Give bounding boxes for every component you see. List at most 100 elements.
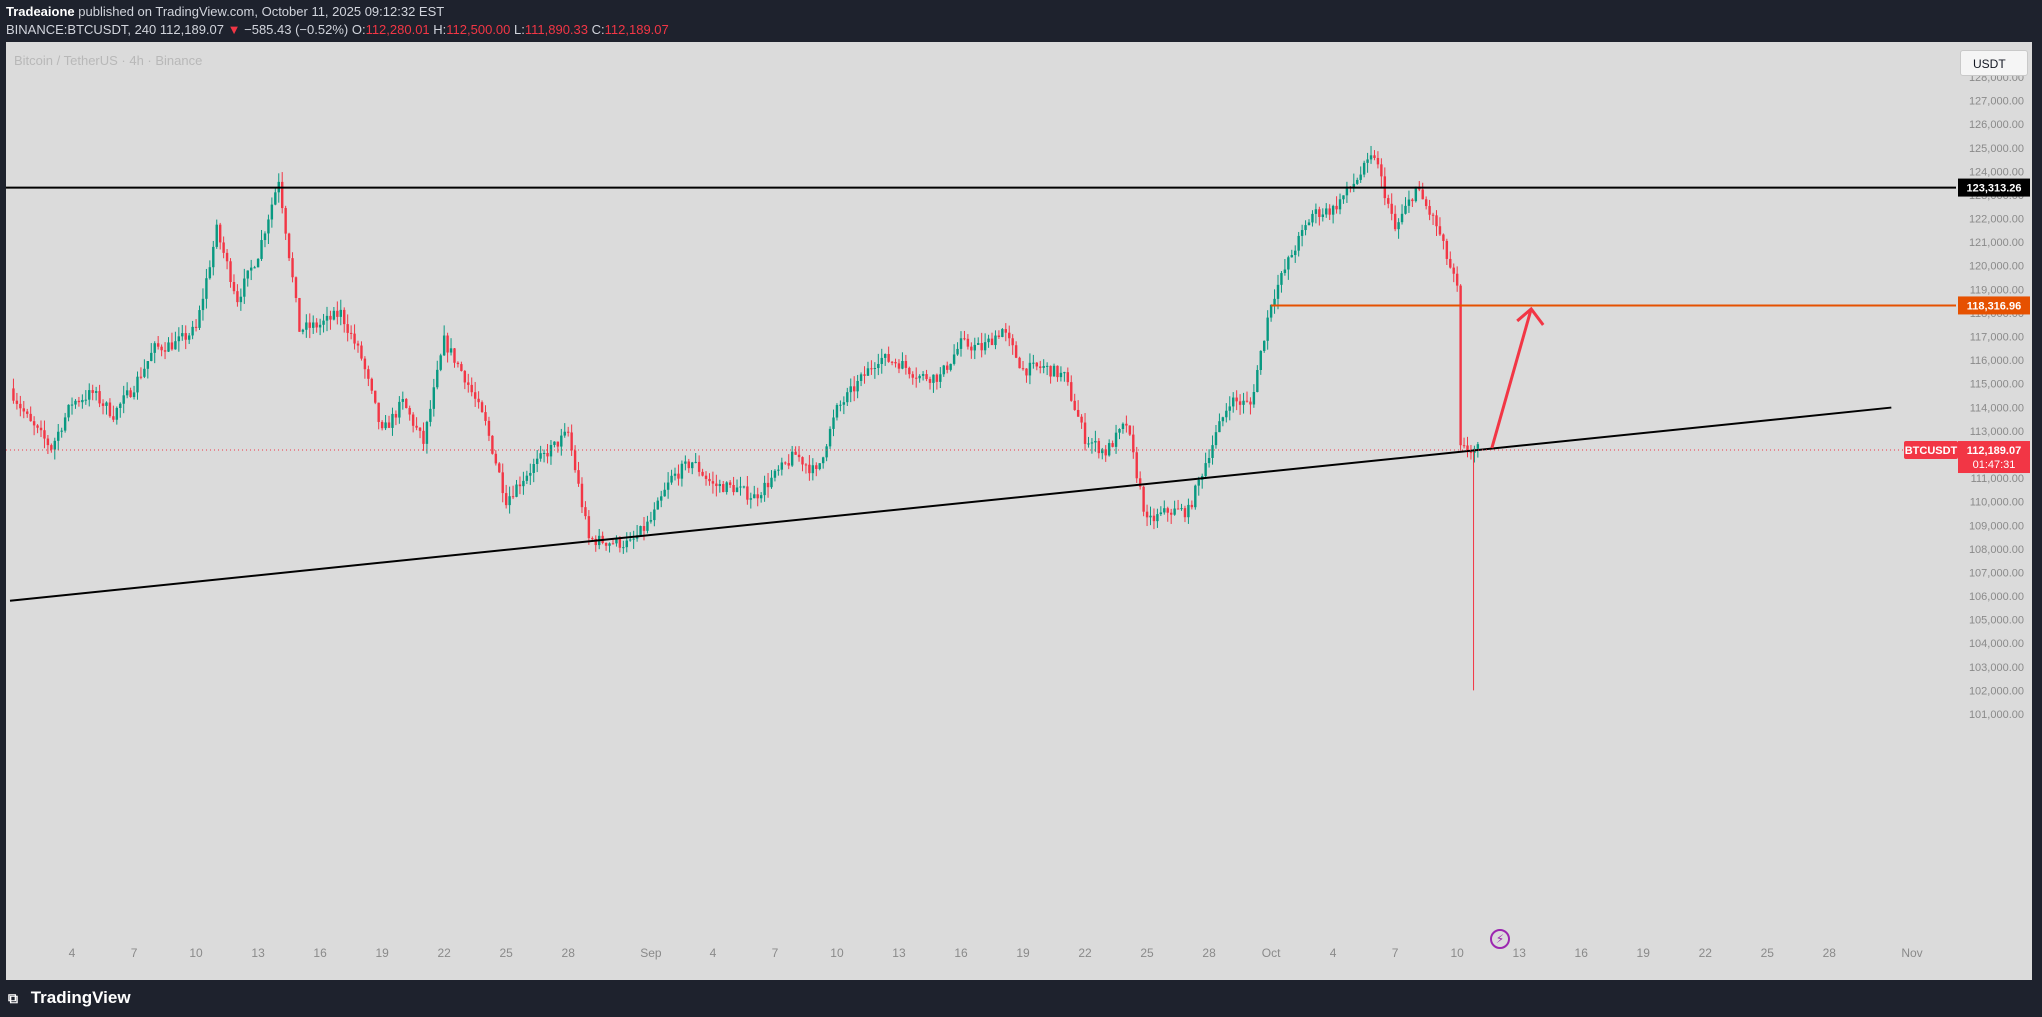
symbol-label[interactable]: BINANCE:BTCUSDT, 240 (6, 22, 157, 37)
candle-body (701, 471, 704, 476)
candle-body (88, 390, 91, 400)
candle-body (215, 224, 218, 247)
x-tick-label: 13 (1513, 946, 1527, 960)
candle-body (480, 402, 484, 413)
x-tick-label: 19 (375, 946, 389, 960)
author-name[interactable]: Tradeaione (6, 4, 75, 19)
candle-body (274, 192, 277, 205)
lightning-icon[interactable]: ⚡ (1490, 929, 1510, 949)
candle-body (777, 469, 780, 471)
candle-body (1183, 508, 1187, 518)
candle-body (577, 470, 580, 484)
candle-body (573, 450, 577, 471)
candle-body (108, 402, 112, 417)
candle-body (1424, 199, 1428, 207)
y-tick-label: 117,000.00 (1970, 332, 2024, 344)
candle-body (856, 380, 859, 392)
candle-body (994, 335, 997, 346)
candle-body (1369, 155, 1373, 160)
last-price: 112,189.07 (159, 22, 224, 37)
footer: ⧉ TradingView (0, 980, 2042, 1017)
tv-logo-icon: ⧉ (8, 990, 18, 1006)
x-tick-label: 19 (1637, 946, 1651, 960)
candle-body (832, 417, 835, 429)
candle-body (370, 378, 373, 391)
candle-body (1300, 230, 1304, 236)
chart-canvas[interactable]: 101,000.00 102,000.00 103,000.00 104,000.00… (6, 42, 2032, 980)
candle-body (439, 355, 442, 370)
candle-body (697, 461, 701, 472)
candle-body (963, 338, 966, 340)
candle-body (353, 333, 356, 344)
tradingview-logo[interactable]: ⧉ TradingView (8, 988, 131, 1008)
candle-body (411, 414, 415, 426)
symbol-tag: BTCUSDT (1905, 445, 1958, 457)
candle-body (467, 382, 470, 385)
candle-body (408, 408, 411, 415)
candle-body (808, 464, 811, 474)
y-tick-label: 103,000.00 (1969, 662, 2024, 674)
candle-body (1276, 284, 1280, 299)
candle-body (1008, 332, 1011, 339)
candle-body (828, 428, 832, 447)
candle-body (1090, 442, 1094, 444)
candle-body (1045, 365, 1049, 367)
candle-body (794, 451, 797, 455)
y-tick-label: 109,000.00 (1969, 520, 2024, 532)
candle-body (1366, 159, 1369, 163)
candle-body (863, 374, 866, 376)
candle-body (604, 542, 608, 546)
candle-body (1431, 214, 1435, 216)
candle-body (987, 338, 990, 343)
candle-body (315, 322, 318, 328)
candle-body (346, 324, 349, 333)
candle-body (566, 431, 570, 433)
candle-body (1204, 463, 1207, 477)
candle-body (84, 399, 88, 401)
candle-body (1393, 213, 1397, 230)
candle-body (766, 482, 770, 488)
candle-body (1152, 515, 1156, 522)
candle-body (904, 360, 908, 368)
candle-body (1469, 451, 1473, 453)
candle-body (1111, 443, 1114, 447)
candle-body (256, 258, 260, 268)
currency-button[interactable]: USDT (1960, 50, 2028, 76)
candle-body (939, 374, 942, 382)
candle-body (177, 336, 181, 342)
candle-body (418, 427, 422, 431)
candle-body (1400, 213, 1404, 223)
candle-body (70, 404, 74, 406)
candle-body (1121, 423, 1125, 429)
y-tick-label: 114,000.00 (1970, 402, 2024, 414)
candle-body (553, 441, 556, 445)
candle-body (522, 480, 525, 487)
candle-body (673, 473, 677, 476)
candle-body (498, 463, 501, 473)
candle-body (374, 390, 377, 403)
published-text: published on TradingView.com, October 11… (78, 4, 445, 19)
candle-body (946, 365, 949, 370)
candle-body (518, 484, 522, 487)
candle-body (46, 438, 50, 446)
target-label: 118,316.96 (1967, 300, 2021, 312)
candle-body (580, 483, 584, 508)
candle-body (1194, 485, 1197, 508)
low-value: 111,890.33 (524, 22, 589, 37)
candle-body (1228, 406, 1231, 411)
candle-body (1138, 478, 1142, 487)
price-chart[interactable]: 101,000.00 102,000.00 103,000.00 104,000.00… (6, 42, 2032, 980)
candle-body (801, 457, 804, 465)
candle-body (29, 413, 32, 422)
candle-body (1452, 267, 1455, 274)
candle-body (360, 345, 363, 359)
candle-body (1101, 449, 1104, 454)
candle-body (1311, 213, 1314, 223)
candle-body (749, 498, 753, 500)
candle-body (570, 432, 573, 451)
candle-body (670, 475, 673, 483)
candle-body (201, 298, 205, 311)
candle-body (1397, 222, 1400, 230)
candle-body (990, 338, 994, 346)
candle-body (291, 258, 294, 278)
